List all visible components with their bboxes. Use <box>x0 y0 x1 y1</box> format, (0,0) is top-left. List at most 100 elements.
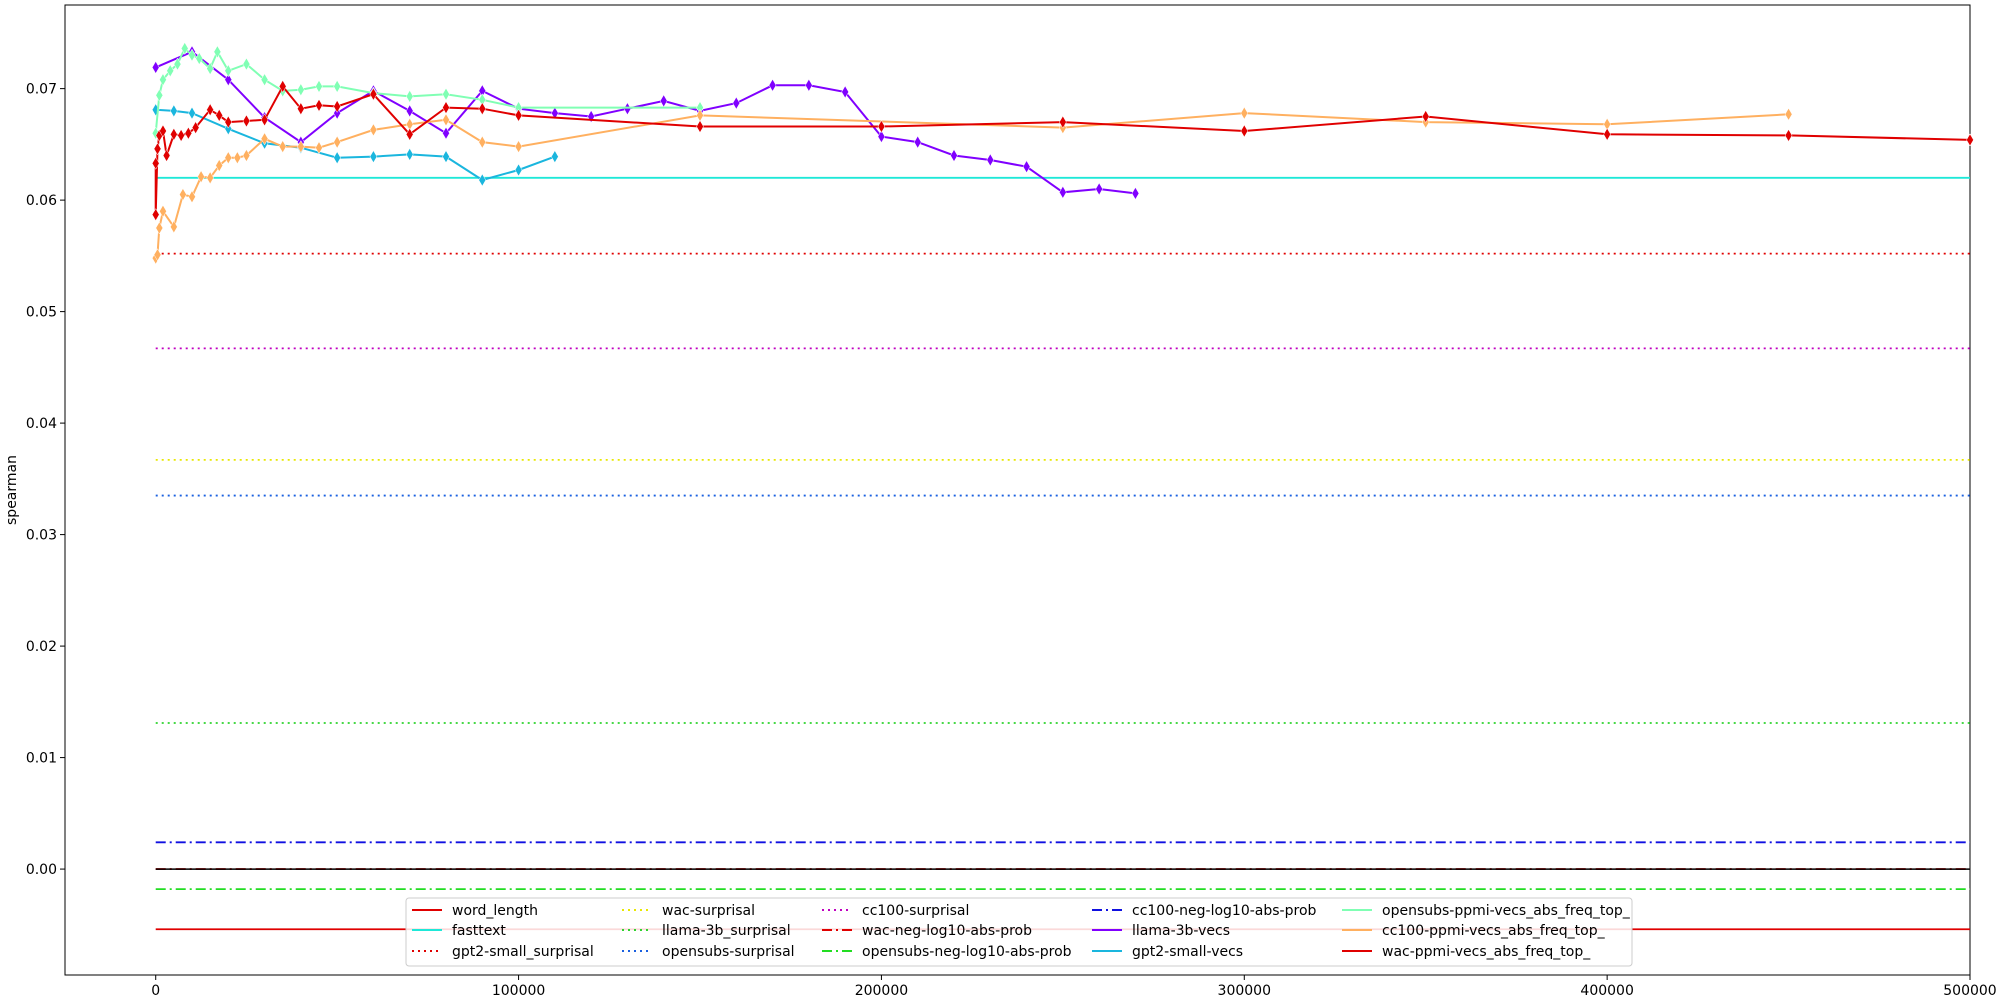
data-point <box>1059 185 1067 199</box>
data-point <box>442 101 450 115</box>
data-point <box>478 135 487 149</box>
data-point <box>151 60 160 74</box>
legend-item-cc100-surprisal: cc100-surprisal <box>822 903 969 919</box>
legend-item-wac-neg-log10-abs-prob: wac-neg-log10-abs-prob <box>822 923 1032 939</box>
legend-item-opensubs-ppmi-vecs-abs-freq-top: opensubs-ppmi-vecs_abs_freq_top_ <box>1342 903 1631 919</box>
legend-item-fasttext: fasttext <box>412 923 506 939</box>
data-point <box>151 156 160 170</box>
y-tick-label: 0.07 <box>26 82 57 98</box>
data-point <box>1095 182 1103 196</box>
data-point <box>155 221 164 235</box>
y-axis-label: spearman <box>4 455 20 525</box>
data-point <box>913 135 922 149</box>
data-point <box>162 149 171 163</box>
legend-item-cc100-ppmi-vecs-abs-freq-top: cc100-ppmi-vecs_abs_freq_top_ <box>1342 923 1606 939</box>
data-point <box>1240 106 1249 120</box>
data-point <box>315 79 323 93</box>
series-line <box>154 112 1789 259</box>
plot-frame <box>64 4 1971 976</box>
x-tick-label: 100000 <box>492 983 545 999</box>
data-point <box>173 57 182 71</box>
data-point <box>159 73 167 87</box>
legend-label: opensubs-neg-log10-abs-prob <box>862 944 1072 960</box>
data-point <box>333 135 341 149</box>
data-point <box>1966 133 1974 147</box>
data-point <box>1022 160 1031 174</box>
y-tick-label: 0.00 <box>26 862 57 878</box>
data-point <box>179 188 187 202</box>
data-point <box>260 73 269 87</box>
x-tick-label: 500000 <box>1943 983 1996 999</box>
legend-item-word-length: word_length <box>412 903 538 919</box>
data-point <box>297 83 305 97</box>
legend-item-llama-3b-vecs: llama-3b-vecs <box>1092 923 1230 939</box>
data-point <box>405 147 414 161</box>
legend-label: opensubs-surprisal <box>662 944 795 960</box>
y-axis: 0.00 0.01 0.02 0.03 0.04 0.05 0.06 0.07 <box>26 82 65 878</box>
data-point <box>278 140 287 154</box>
data-point <box>768 78 777 92</box>
data-point <box>242 57 251 71</box>
data-point <box>369 87 378 101</box>
y-tick-label: 0.06 <box>26 193 57 209</box>
data-point <box>623 102 632 116</box>
legend: word_length fasttext gpt2-small_surprisal w… <box>405 897 1633 967</box>
data-point <box>442 87 450 101</box>
data-point <box>166 64 175 78</box>
data-point <box>170 220 178 234</box>
data-point <box>877 130 886 144</box>
legend-item-llama-3b-surprisal: llama-3b_surprisal <box>622 923 791 939</box>
data-point <box>514 108 523 122</box>
data-point <box>551 106 559 120</box>
legend-label: opensubs-ppmi-vecs_abs_freq_top_ <box>1382 903 1631 919</box>
data-point <box>1784 128 1793 142</box>
legend-label: gpt2-small-vecs <box>1132 944 1243 960</box>
data-point <box>278 79 287 93</box>
data-point <box>369 123 378 137</box>
data-point <box>188 106 196 120</box>
x-tick-label: 0 <box>151 983 160 999</box>
data-point <box>170 127 178 141</box>
data-point <box>950 149 958 163</box>
series-wac-ppmi-vecs-abs-freq-top <box>151 79 1974 222</box>
data-point <box>696 120 704 134</box>
data-point <box>213 45 222 59</box>
data-point <box>215 108 224 122</box>
data-point <box>197 170 205 184</box>
data-point <box>1784 107 1793 121</box>
legend-label: gpt2-small_surprisal <box>452 944 594 960</box>
data-point <box>206 62 214 76</box>
series-cc100-ppmi-vecs-abs-freq-top <box>151 106 1793 265</box>
data-point <box>405 89 414 103</box>
y-tick-label: 0.01 <box>26 751 57 767</box>
data-point <box>514 140 523 154</box>
data-point <box>805 78 813 92</box>
data-point <box>159 204 167 218</box>
data-point <box>315 98 323 112</box>
legend-item-gpt2-small-vecs: gpt2-small-vecs <box>1092 944 1243 960</box>
legend-label: cc100-surprisal <box>862 903 969 919</box>
data-point <box>1059 115 1067 129</box>
y-tick-label: 0.05 <box>26 305 57 321</box>
data-point <box>405 104 414 118</box>
data-point <box>1603 127 1611 141</box>
data-point <box>184 126 193 140</box>
data-point <box>732 96 741 110</box>
data-point <box>297 102 305 116</box>
legend-label: llama-3b_surprisal <box>662 923 791 939</box>
data-point <box>333 99 341 113</box>
data-point <box>224 122 233 136</box>
legend-label: wac-ppmi-vecs_abs_freq_top_ <box>1382 944 1591 960</box>
legend-label: word_length <box>452 903 538 919</box>
data-point <box>180 41 189 55</box>
legend-label: wac-neg-log10-abs-prob <box>862 923 1032 939</box>
y-tick-label: 0.02 <box>26 639 57 655</box>
data-point <box>986 153 995 167</box>
data-point <box>1131 186 1140 200</box>
legend-label: llama-3b-vecs <box>1132 923 1230 939</box>
data-point <box>260 132 269 146</box>
x-axis: 0 100000 200000 300000 400000 500000 <box>151 975 1997 999</box>
legend-label: cc100-ppmi-vecs_abs_freq_top_ <box>1382 923 1606 939</box>
data-point <box>242 149 251 163</box>
